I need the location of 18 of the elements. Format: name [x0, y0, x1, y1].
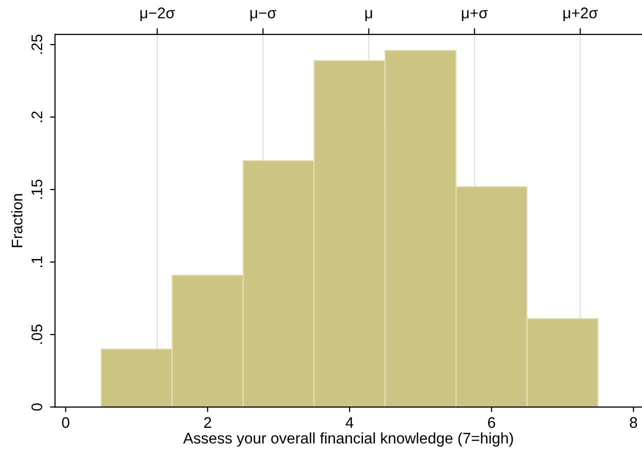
- x-tick-label: 2: [204, 417, 212, 428]
- y-tick-label: .1: [32, 256, 42, 268]
- y-tick-label: .15: [32, 180, 42, 199]
- ref-line-label: μ+2σ: [563, 8, 598, 22]
- y-axis-title: Fraction: [11, 194, 22, 248]
- ref-line-label: μ: [365, 10, 372, 22]
- y-tick-label: .05: [31, 324, 42, 344]
- y-tick-label: .2: [31, 111, 42, 122]
- y-tick-label: .25: [31, 34, 42, 54]
- x-tick-label: 0: [62, 417, 70, 428]
- x-tick-label: 4: [346, 417, 354, 428]
- x-tick-label: 6: [488, 417, 496, 428]
- ref-line-label: μ+σ: [462, 9, 488, 22]
- y-tick-label: 0: [31, 403, 42, 411]
- ref-line-label: μ−σ: [250, 10, 276, 22]
- x-tick-label: 8: [630, 417, 638, 428]
- ref-line-label: μ−2σ: [140, 8, 175, 22]
- x-axis-title: Assess your overall financial knowledge (7=high): [183, 432, 513, 447]
